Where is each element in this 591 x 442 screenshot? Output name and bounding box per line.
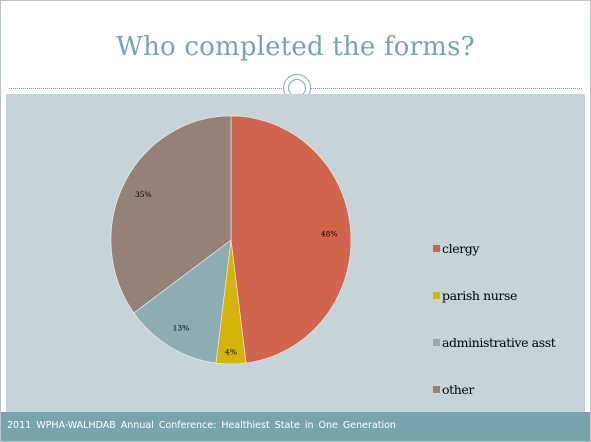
legend-label: parish nurse: [442, 287, 517, 303]
pie-slice-clergy: [230, 115, 352, 364]
legend-label: clergy: [442, 240, 480, 256]
legend-swatch: [433, 244, 440, 252]
data-label-other: 35%: [135, 190, 152, 199]
legend-swatch: [433, 385, 440, 393]
legend-item-administrative-asst: administrative asst: [433, 332, 556, 352]
legend-label: administrative asst: [442, 334, 556, 350]
legend-item-parish-nurse: parish nurse: [433, 285, 517, 305]
data-label-parish-nurse: 4%: [225, 348, 237, 357]
legend-item-clergy: clergy: [433, 238, 479, 258]
data-label-administrative-asst: 13%: [173, 324, 190, 333]
chart-area: 48% 4% 13% 35% clergy parish nurse administra…: [6, 94, 585, 412]
pie-slice-administrative-asst: [133, 239, 232, 364]
pie-chart: 48% 4% 13% 35%: [110, 115, 352, 365]
pie-slices: [110, 115, 352, 365]
legend-swatch: [433, 338, 440, 346]
legend-swatch: [433, 291, 440, 299]
footer-text: 2011 WPHA-WALHDAB Annual Conference: Hea…: [7, 420, 396, 431]
footer-bar: 2011 WPHA-WALHDAB Annual Conference: Hea…: [1, 412, 590, 441]
pie-slice-other: [110, 115, 232, 314]
legend-label: other: [442, 381, 474, 397]
legend-item-other: other: [433, 379, 474, 399]
page-title: Who completed the forms?: [116, 32, 475, 62]
data-label-clergy: 48%: [321, 230, 338, 239]
pie-data-labels: 48% 4% 13% 35%: [135, 190, 338, 357]
